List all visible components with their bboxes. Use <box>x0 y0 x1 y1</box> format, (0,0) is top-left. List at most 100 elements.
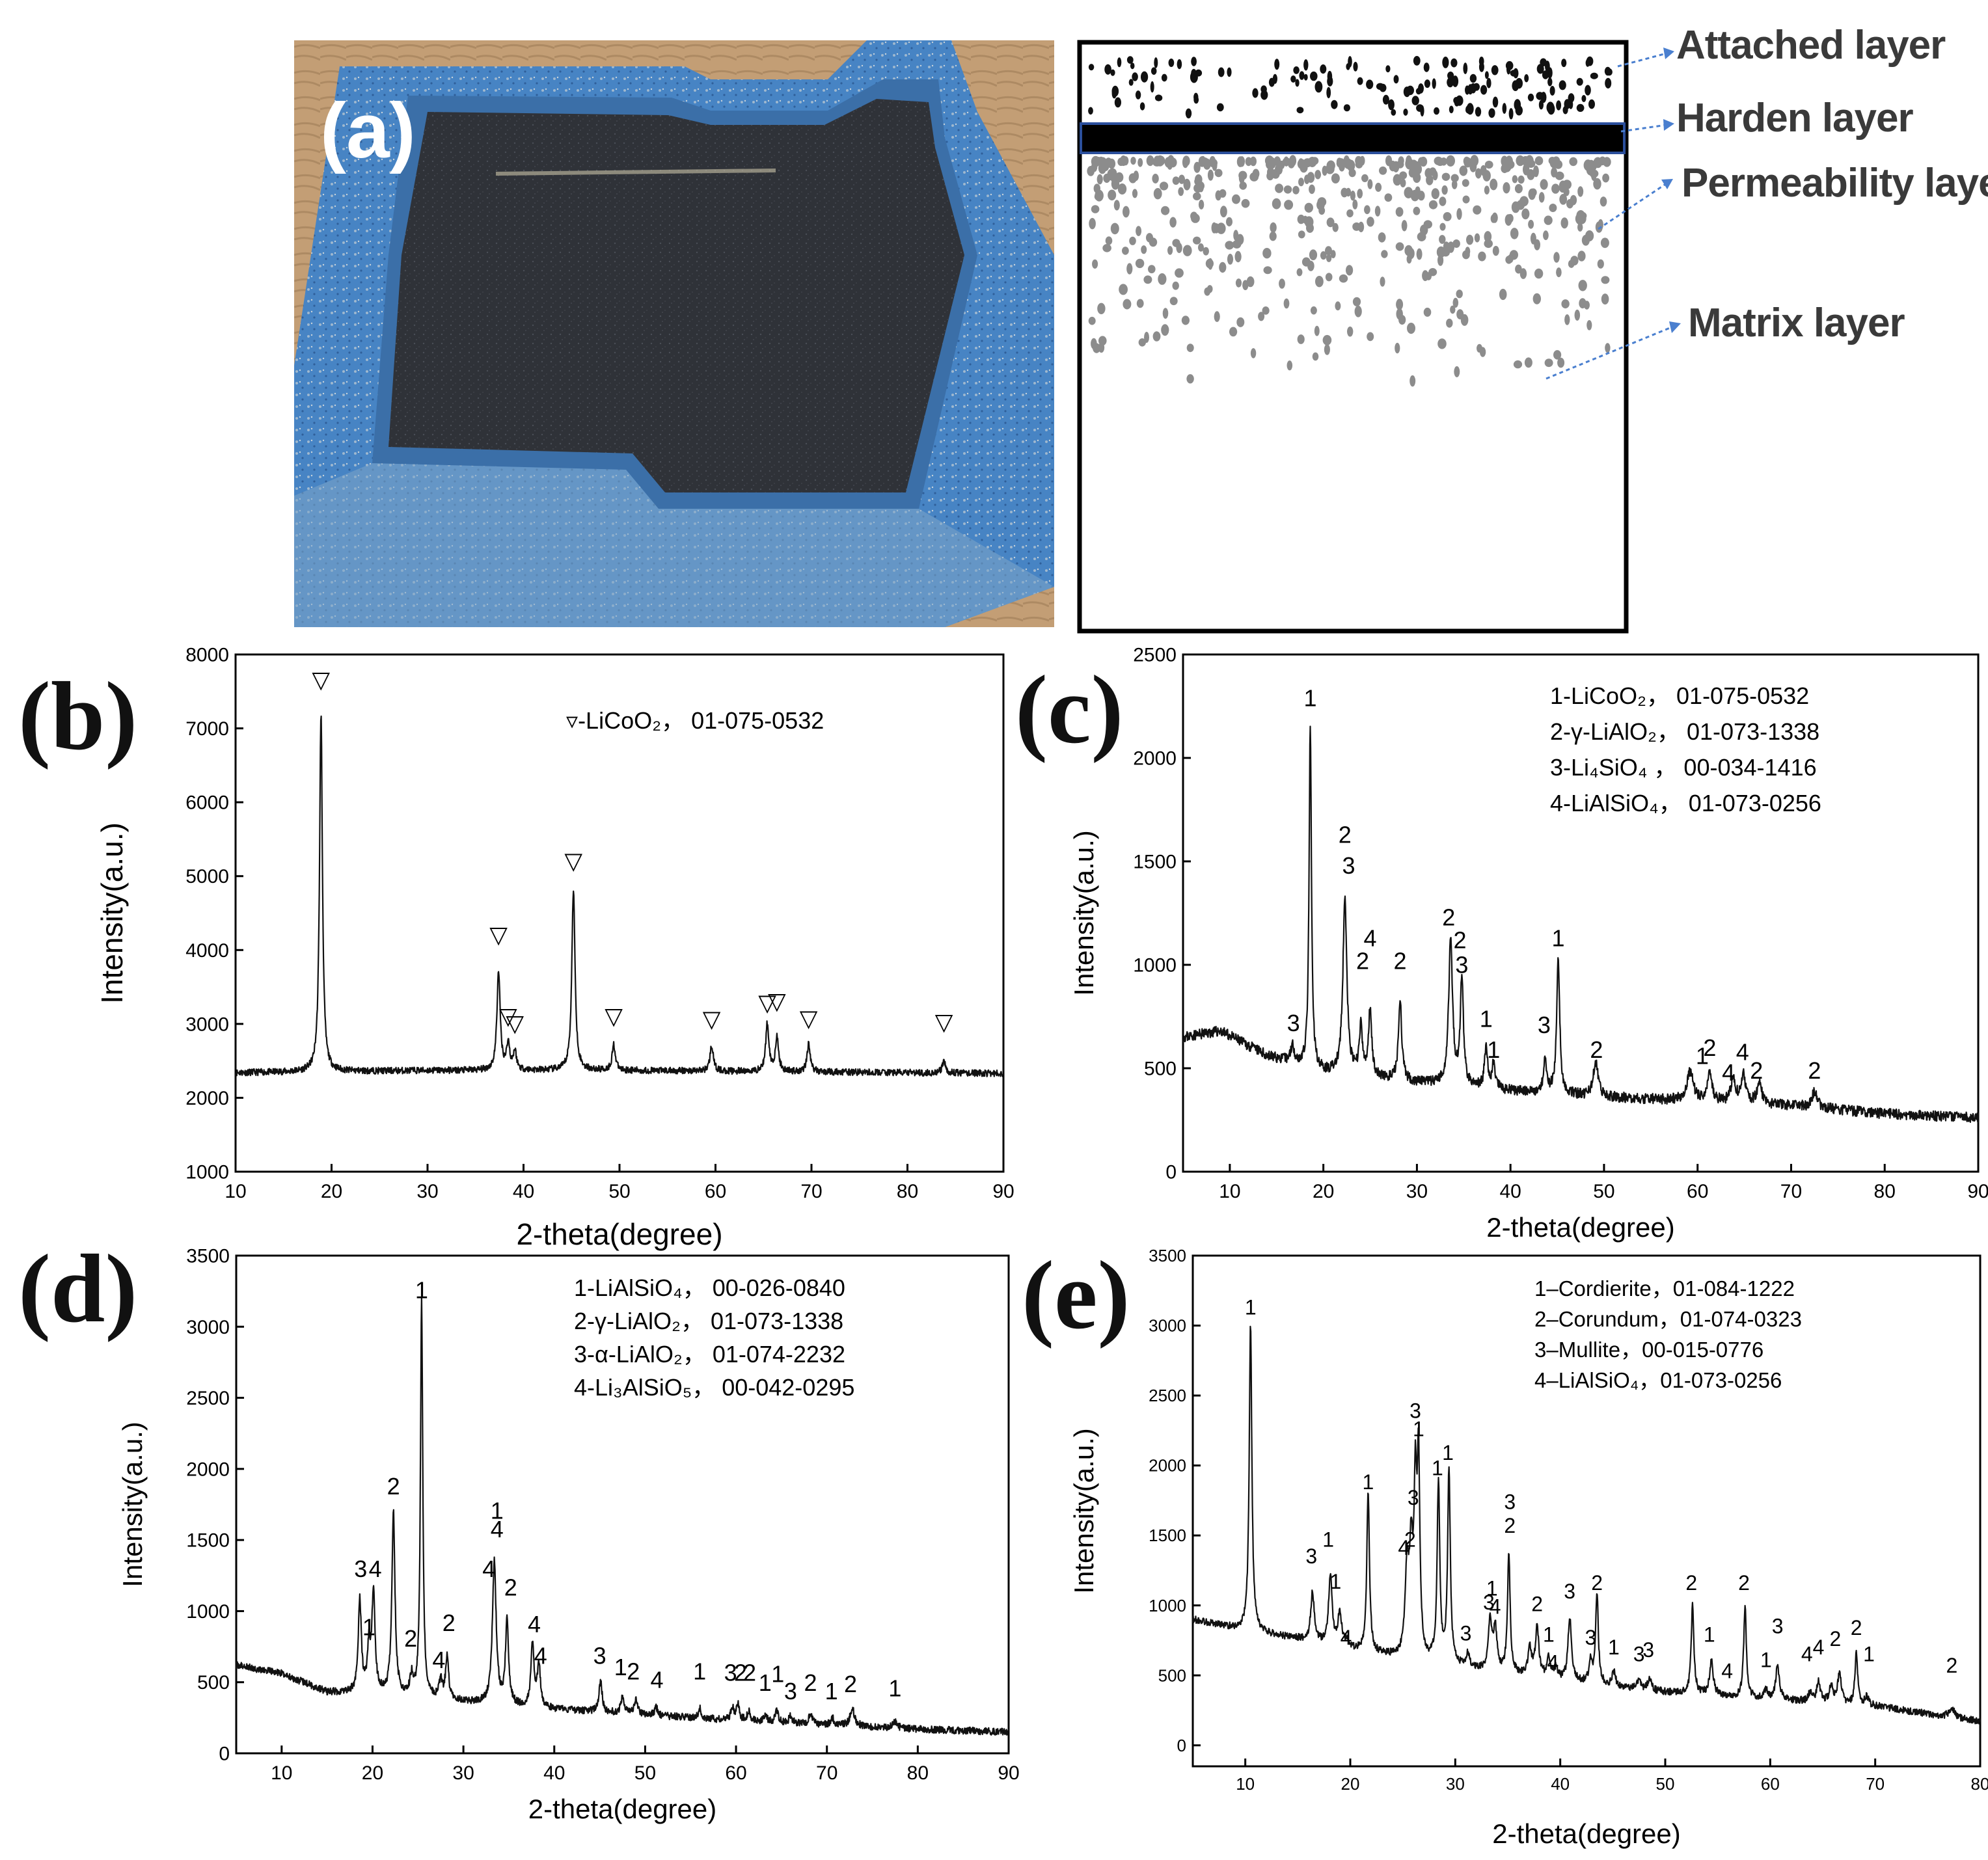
x-tick-label: 20 <box>362 1762 383 1784</box>
x-tick-label: 70 <box>1866 1774 1885 1794</box>
permeability-particle <box>1396 299 1404 310</box>
permeability-particle <box>1175 268 1184 278</box>
attached-particle <box>1366 79 1374 89</box>
attached-particle <box>1154 57 1158 68</box>
permeability-particle <box>1239 182 1247 190</box>
permeability-particle <box>1524 357 1532 368</box>
y-tick-label: 2500 <box>1133 645 1177 666</box>
xrd-trace <box>235 1296 1010 1736</box>
permeability-particle <box>1193 184 1200 193</box>
permeability-particle <box>1428 200 1438 209</box>
permeability-particle <box>1152 174 1159 183</box>
attached-particle <box>1403 108 1408 116</box>
attached-particle <box>1447 77 1454 88</box>
attached-particle <box>1191 68 1197 78</box>
attached-particle <box>1576 77 1583 86</box>
permeability-particle <box>1398 315 1406 325</box>
permeability-particle <box>1380 276 1385 287</box>
peak-annotation: 3 <box>1342 852 1355 879</box>
x-tick-label: 10 <box>271 1762 292 1784</box>
permeability-particle <box>1148 265 1156 274</box>
permeability-particle <box>1250 348 1257 358</box>
permeability-particle <box>1416 248 1423 260</box>
permeability-particle <box>1456 208 1462 220</box>
x-tick-label: 90 <box>992 1181 1014 1202</box>
permeability-particle <box>1544 215 1553 225</box>
permeability-particle <box>1182 156 1189 168</box>
attached-particle <box>1376 83 1384 90</box>
peak-annotation: 2 <box>1946 1654 1958 1677</box>
y-tick-label: 1000 <box>186 1601 230 1623</box>
peak-annotation: 1 <box>362 1614 375 1641</box>
permeability-particle <box>1123 299 1132 310</box>
legend-entry: 4-Li₃AlSiO₅， 00-042-0295 <box>574 1374 854 1401</box>
attached-particle <box>1353 62 1358 72</box>
peak-annotation: 4 <box>482 1556 495 1582</box>
attached-particle <box>1391 109 1396 116</box>
permeability-particle <box>1325 273 1333 282</box>
permeability-particle <box>1110 222 1119 235</box>
permeability-particle <box>1484 185 1490 195</box>
permeability-particle <box>1415 186 1421 196</box>
y-tick-label: 1500 <box>186 1530 230 1552</box>
permeability-particle <box>1499 288 1507 301</box>
permeability-particle <box>1570 256 1579 266</box>
permeability-particle <box>1395 242 1404 251</box>
peak-annotation: 1 <box>1304 685 1317 712</box>
permeability-particle <box>1182 245 1192 256</box>
peak-annotation: 4 <box>651 1666 664 1693</box>
peak-annotation: 1 <box>825 1678 838 1705</box>
permeability-particle <box>1346 265 1354 276</box>
permeability-particle <box>1439 235 1446 244</box>
permeability-particle <box>1279 278 1285 289</box>
permeability-particle <box>1441 185 1448 195</box>
permeability-particle <box>1532 293 1541 304</box>
permeability-particle <box>1452 239 1460 248</box>
attached-particle <box>1527 93 1534 101</box>
legend-entry: 4–LiAlSiO₄，01-073-0256 <box>1534 1368 1782 1392</box>
permeability-particle <box>1181 316 1190 325</box>
permeability-particle <box>1297 214 1305 224</box>
permeability-particle <box>1113 200 1120 211</box>
permeability-particle <box>1437 254 1444 266</box>
permeability-particle <box>1309 249 1318 261</box>
peak-annotation: 3 <box>1642 1638 1654 1662</box>
x-tick-label: 30 <box>416 1181 438 1202</box>
permeability-particle <box>1564 314 1570 325</box>
permeability-particle <box>1312 352 1319 361</box>
permeability-particle <box>1238 170 1247 180</box>
sagger-photo: (a) <box>294 40 1054 627</box>
permeability-particle <box>1600 196 1607 207</box>
permeability-particle <box>1543 230 1549 241</box>
peak-annotation: 3 <box>1455 952 1468 978</box>
permeability-particle <box>1161 324 1169 336</box>
attached-particle <box>1218 67 1225 77</box>
legend-entry: 4-LiAlSiO₄， 01-073-0256 <box>1550 790 1821 816</box>
permeability-particle <box>1385 155 1393 167</box>
permeability-particle <box>1393 174 1402 186</box>
attached-particle <box>1168 59 1175 67</box>
permeability-particle <box>1225 241 1234 250</box>
permeability-particle <box>1232 194 1240 204</box>
permeability-particle <box>1557 357 1565 368</box>
permeability-particle <box>1605 343 1611 353</box>
peak-annotation: 4 <box>1722 1059 1735 1086</box>
permeability-particle <box>1234 250 1242 263</box>
permeability-particle <box>1577 222 1583 232</box>
permeability-particle <box>1275 183 1284 193</box>
permeability-particle <box>1219 262 1227 273</box>
x-tick-label: 40 <box>513 1181 534 1202</box>
permeability-particle <box>1450 174 1459 182</box>
permeability-particle <box>1462 250 1470 260</box>
peak-annotation: 2 <box>1394 947 1407 974</box>
permeability-particle <box>1503 182 1510 194</box>
peak-annotation: 1 <box>1863 1643 1875 1666</box>
y-tick-label: 2000 <box>1133 748 1177 770</box>
permeability-particle <box>1252 168 1260 179</box>
peak-annotation: 2 <box>1339 821 1352 848</box>
peak-annotation: ▽ <box>605 1003 623 1029</box>
permeability-particle <box>1143 275 1152 284</box>
peak-annotation: 1 <box>693 1658 706 1684</box>
permeability-particle <box>1367 332 1374 342</box>
legend-entry: ▿-LiCoO₂， 01-075-0532 <box>566 707 824 734</box>
